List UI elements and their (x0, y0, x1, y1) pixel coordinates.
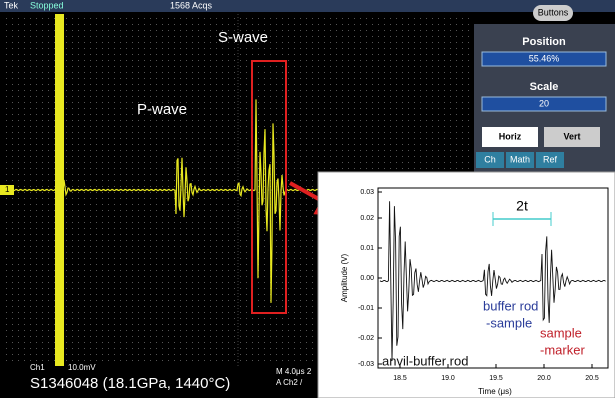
acquisitions: 1568 Acqs (170, 0, 213, 10)
anvil-label: anvil-buffer rod (382, 353, 468, 368)
subtab-label: Ch (484, 154, 496, 164)
sample-label: -marker (540, 342, 585, 357)
sample-label: sample (540, 325, 582, 340)
y-tick-label: -0.03 (358, 361, 374, 368)
y-tick-label: 0.03 (360, 189, 374, 196)
x-tick-label: 19.0 (441, 375, 455, 382)
page: Tek Stopped 1568 Acqs Buttons 1 S-wave P… (0, 0, 615, 398)
subtab-label: Ref (543, 154, 558, 164)
s-wave-label: S-wave (218, 29, 268, 46)
footer-trigger: A Ch2 / (276, 378, 303, 387)
brand: Tek (4, 0, 19, 10)
position-value: 55.46% (529, 53, 560, 63)
y-tick-label: 0.01 (360, 245, 374, 252)
y-tick-label: -0.01 (358, 305, 374, 312)
sample-id: S1346048 (18.1GPa, 1440°C) (30, 375, 230, 392)
x-tick-label: 18.5 (393, 375, 407, 382)
buttons-label: Buttons (538, 7, 569, 17)
tab-label: Horiz (499, 131, 522, 141)
y-tick-label: 0.00 (360, 275, 374, 282)
scale-label: Scale (530, 81, 559, 93)
y-tick-label: 0.02 (360, 215, 374, 222)
status-bar (0, 0, 615, 12)
state: Stopped (30, 0, 64, 10)
x-tick-label: 19.5 (489, 375, 503, 382)
footer-volts: 10.0mV (68, 363, 96, 372)
subtab-label: Math (510, 154, 530, 164)
x-tick-label: 20.0 (537, 375, 551, 382)
scale-value: 20 (539, 98, 549, 108)
interval-label: 2t (516, 198, 528, 214)
p-wave-label: P-wave (137, 101, 187, 118)
footer-timebase: M 4.0μs 2 (276, 367, 312, 376)
buffer-rod-label: buffer rod (483, 298, 538, 313)
buffer-rod-label: -sample (486, 315, 532, 330)
x-axis-label: Time (μs) (478, 387, 512, 396)
x-tick-label: 20.5 (585, 375, 599, 382)
channel-marker-label: 1 (5, 185, 10, 194)
footer-channel: Ch1 (30, 363, 45, 372)
position-label: Position (522, 36, 566, 48)
y-axis-label: Amplitude (V) (340, 253, 349, 302)
y-tick-label: -0.02 (358, 335, 374, 342)
tab-label: Vert (563, 131, 580, 141)
